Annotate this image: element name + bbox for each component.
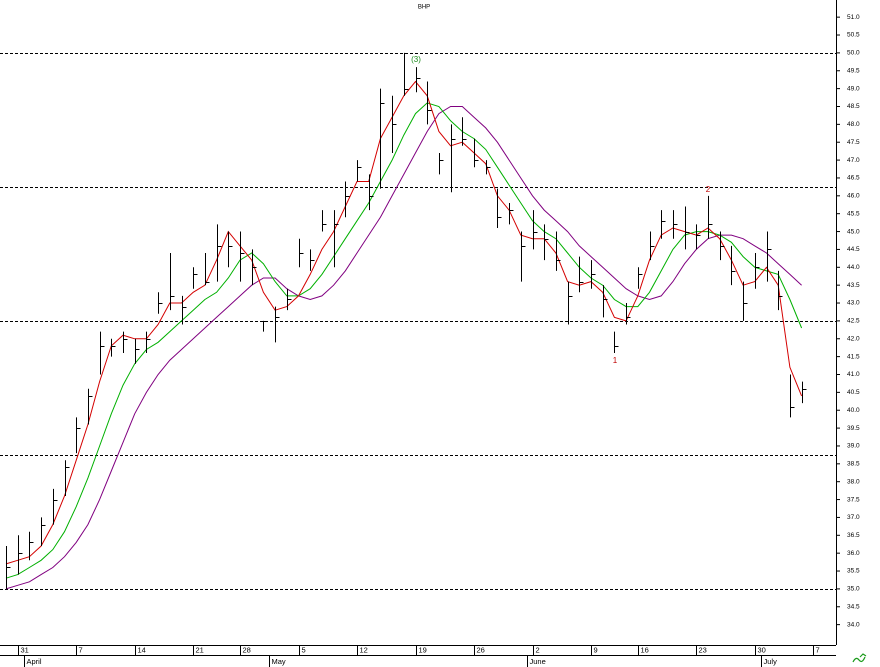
y-tick-label: 48.5 <box>847 103 860 110</box>
y-tick-label: 34.5 <box>847 603 860 610</box>
y-tick-label: 44.0 <box>847 264 860 271</box>
x-tick-label: 5 <box>302 645 306 654</box>
x-tick-label: 7 <box>79 645 83 654</box>
x-tick-label: 2 <box>536 645 540 654</box>
y-tick-label: 48.0 <box>847 121 860 128</box>
y-tick-label: 37.0 <box>847 514 860 521</box>
y-tick-label: 36.5 <box>847 532 860 539</box>
y-tick-label: 40.0 <box>847 407 860 414</box>
moving-average-line <box>5 102 803 579</box>
x-tick-label: 30 <box>758 645 766 654</box>
y-tick-label: 38.5 <box>847 461 860 468</box>
annotation: 2 <box>706 185 711 194</box>
chart-title: BHP <box>418 5 430 11</box>
y-tick-label: 47.0 <box>847 157 860 164</box>
y-tick-label: 41.5 <box>847 353 860 360</box>
moving-average-line <box>5 80 803 565</box>
moving-average-line <box>5 106 802 590</box>
x-tick-label: 7 <box>816 645 820 654</box>
month-label: June <box>530 657 546 666</box>
x-tick-label: 14 <box>138 645 146 654</box>
x-tick-label: 23 <box>699 645 707 654</box>
x-tick-label: 28 <box>243 645 251 654</box>
y-tick-label: 47.5 <box>847 139 860 146</box>
x-tick-label: 16 <box>641 645 649 654</box>
month-label: April <box>27 657 42 666</box>
y-tick-label: 44.5 <box>847 246 860 253</box>
y-tick-label: 41.0 <box>847 371 860 378</box>
x-tick-label: 26 <box>477 645 485 654</box>
y-tick-label: 43.0 <box>847 300 860 307</box>
y-tick-label: 40.5 <box>847 389 860 396</box>
x-tick-label: 12 <box>360 645 368 654</box>
month-label: May <box>272 657 286 666</box>
y-tick-label: 42.0 <box>847 335 860 342</box>
y-tick-label: 50.0 <box>847 50 860 57</box>
y-tick-label: 39.0 <box>847 443 860 450</box>
y-tick-label: 45.0 <box>847 228 860 235</box>
y-tick-label: 43.5 <box>847 282 860 289</box>
y-tick-label: 46.5 <box>847 175 860 182</box>
y-tick-label: 38.0 <box>847 478 860 485</box>
annotation: 1 <box>613 356 618 365</box>
x-tick-label: 21 <box>196 645 204 654</box>
y-tick-label: 49.5 <box>847 67 860 74</box>
month-label: July <box>764 657 778 666</box>
annotation: (3) <box>411 55 421 64</box>
y-tick-label: 36.0 <box>847 550 860 557</box>
y-tick-label: 35.0 <box>847 586 860 593</box>
y-tick-label: 46.0 <box>847 193 860 200</box>
y-tick-label: 45.5 <box>847 210 860 217</box>
y-tick-label: 35.5 <box>847 568 860 575</box>
x-tick-label: 31 <box>21 645 29 654</box>
corner-icon <box>852 653 867 663</box>
x-tick-label: 9 <box>594 645 598 654</box>
y-tick-label: 42.5 <box>847 318 860 325</box>
y-tick-label: 51.0 <box>847 14 860 21</box>
x-tick-label: 19 <box>419 645 427 654</box>
y-tick-label: 49.0 <box>847 85 860 92</box>
y-tick-label: 34.0 <box>847 621 860 628</box>
y-tick-label: 50.5 <box>847 32 860 39</box>
y-tick-label: 39.5 <box>847 425 860 432</box>
y-tick-label: 37.5 <box>847 496 860 503</box>
